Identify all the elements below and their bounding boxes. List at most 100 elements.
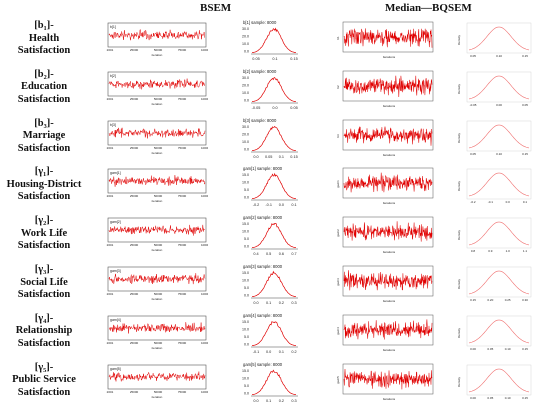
row-label-line: Housing-District bbox=[6, 178, 82, 190]
trace-x-tick: 75000 bbox=[178, 243, 187, 247]
trace-x-tick: 100000 bbox=[201, 97, 208, 101]
density-y-tick: 0.0 bbox=[244, 294, 249, 298]
density-y-tick: 5.0 bbox=[244, 237, 249, 241]
density-x-tick: 0.05 bbox=[252, 57, 259, 61]
trace-x-tick: 100000 bbox=[201, 146, 208, 150]
trace-line bbox=[108, 127, 206, 139]
density-x-tick: 0.0 bbox=[253, 399, 258, 403]
trace-x-tick: 25000 bbox=[130, 390, 139, 394]
trace-line bbox=[343, 319, 433, 340]
density-y-tick: 5.0 bbox=[244, 286, 249, 290]
density-y-tick: 10.0 bbox=[242, 230, 249, 234]
trace-x-label: Iterations bbox=[383, 348, 396, 352]
density-x-tick: 0.7 bbox=[291, 252, 296, 256]
trace-line bbox=[108, 225, 206, 236]
trace-label: gam[2] bbox=[110, 220, 121, 224]
density-y-tick: 15.0 bbox=[242, 320, 249, 324]
row-label-line: Social Life bbox=[20, 276, 68, 288]
bsem-trace-plot: gam[2] 2001 25000 50000 75000 100000 iteration bbox=[107, 217, 208, 252]
density-x-tick: 0.15 bbox=[290, 57, 297, 61]
trace-x-label: Iterations bbox=[383, 397, 396, 401]
trace-x-tick: 50000 bbox=[154, 194, 163, 198]
density-x-tick: 0.4 bbox=[253, 252, 258, 256]
density-curve bbox=[468, 124, 530, 148]
trace-x-tick: 50000 bbox=[154, 390, 163, 394]
row-label-7: [γ₄]- Relationship Satisfaction bbox=[0, 313, 88, 351]
bsem-density-plot: gam[5] sample: 8000 15.0 10.0 5.0 0.0 0.0 0.1 0… bbox=[242, 362, 298, 403]
trace-x-label: iteration bbox=[152, 151, 163, 155]
trace-frame bbox=[342, 363, 434, 394]
bsem-density-plot: b[3] sample: 8000 30.0 20.0 10.0 0.0 0.0 0.05 0… bbox=[242, 118, 298, 159]
trace-x-tick: 25000 bbox=[130, 194, 139, 198]
trace-label: gam[5] bbox=[110, 367, 121, 371]
trace-x-tick: 75000 bbox=[178, 97, 187, 101]
row-label-6: [γ₃]- Social Life Satisfaction bbox=[0, 264, 88, 302]
density-frame bbox=[466, 22, 532, 54]
row-label-line: Relationship bbox=[15, 325, 73, 337]
trace-x-tick: 50000 bbox=[154, 341, 163, 345]
density-y-tick: 0.0 bbox=[244, 342, 249, 346]
density-x-tick: 0.15 bbox=[522, 396, 528, 400]
row-label-line: [γ₅]- bbox=[34, 361, 54, 373]
trace-x-label: iteration bbox=[152, 53, 163, 57]
density-y-label: Density bbox=[457, 35, 461, 46]
density-curve bbox=[251, 321, 297, 346]
trace-y-label: gam2 bbox=[336, 229, 340, 237]
density-title: gam[3] sample: 8000 bbox=[243, 264, 283, 269]
density-x-tick: 0.05 bbox=[470, 152, 476, 156]
trace-x-label: iteration bbox=[152, 199, 163, 203]
bqsem-trace-plot: b3 Iterations bbox=[336, 119, 434, 157]
density-y-tick: 30.0 bbox=[242, 27, 249, 31]
density-x-tick: 0.0 bbox=[253, 155, 258, 159]
trace-x-tick: 75000 bbox=[178, 48, 187, 52]
trace-line bbox=[343, 221, 433, 242]
density-curve bbox=[468, 75, 530, 99]
density-x-tick: 0.05 bbox=[522, 103, 528, 107]
bsem-trace-plot: b[3] 2001 25000 50000 75000 100000 iteration bbox=[107, 120, 208, 155]
density-x-tick: 0.1 bbox=[272, 57, 277, 61]
trace-y-label: gam4 bbox=[336, 327, 340, 335]
trace-x-label: Iterations bbox=[383, 201, 396, 205]
row-label-line: Satisfaction bbox=[17, 45, 71, 56]
row-label-line: Satisfaction bbox=[17, 142, 71, 154]
header-bsem: BSEM bbox=[200, 2, 232, 14]
trace-x-tick: 25000 bbox=[130, 341, 139, 345]
row-label-line: Satisfaction bbox=[17, 93, 71, 105]
density-y-tick: 15.0 bbox=[242, 173, 249, 177]
density-x-tick: 0.3 bbox=[291, 301, 296, 305]
trace-x-tick: 25000 bbox=[130, 48, 139, 52]
trace-x-tick: 75000 bbox=[178, 390, 187, 394]
density-y-label: Density bbox=[457, 279, 461, 290]
density-x-tick: 0.10 bbox=[496, 152, 502, 156]
density-curve bbox=[468, 221, 530, 246]
row-label-4: [γ₁]- Housing-District Satisfaction bbox=[0, 166, 88, 204]
trace-x-tick: 75000 bbox=[178, 341, 187, 345]
trace-line bbox=[108, 371, 206, 382]
trace-y-label: gam5 bbox=[336, 376, 340, 384]
bqsem-density-plot: Density 0.8 0.9 1.0 1.1 bbox=[457, 217, 532, 253]
bqsem-density-plot: Density 0.00 0.05 0.10 0.15 bbox=[457, 364, 532, 400]
density-x-tick: 0.25 bbox=[505, 298, 511, 302]
row-label-line: Education bbox=[20, 81, 68, 93]
density-x-tick: 0.15 bbox=[522, 54, 528, 58]
density-x-tick: 0.10 bbox=[505, 347, 511, 351]
density-y-tick: 10.0 bbox=[242, 181, 249, 185]
density-x-tick: 0.3 bbox=[291, 399, 296, 403]
density-y-tick: 15.0 bbox=[242, 222, 249, 226]
density-x-tick: 1.0 bbox=[506, 249, 511, 253]
trace-y-label: b2 bbox=[336, 85, 340, 89]
density-x-tick: 0.1 bbox=[266, 301, 271, 305]
trace-x-tick: 2001 bbox=[107, 194, 114, 198]
density-title: gam[2] sample: 8000 bbox=[243, 215, 283, 220]
density-x-tick: 0.00 bbox=[470, 347, 476, 351]
density-x-tick: -0.05 bbox=[252, 106, 261, 110]
trace-x-label: iteration bbox=[152, 248, 163, 252]
density-y-tick: 5.0 bbox=[244, 188, 249, 192]
density-curve bbox=[251, 270, 297, 298]
trace-label: gam[4] bbox=[110, 318, 121, 322]
density-x-tick: 0.6 bbox=[279, 252, 284, 256]
density-x-tick: 0.15 bbox=[522, 152, 528, 156]
trace-x-label: iteration bbox=[152, 297, 163, 301]
trace-line bbox=[108, 78, 205, 90]
bsem-trace-plot: gam[5] 2001 25000 50000 75000 100000 iteration bbox=[107, 364, 208, 399]
